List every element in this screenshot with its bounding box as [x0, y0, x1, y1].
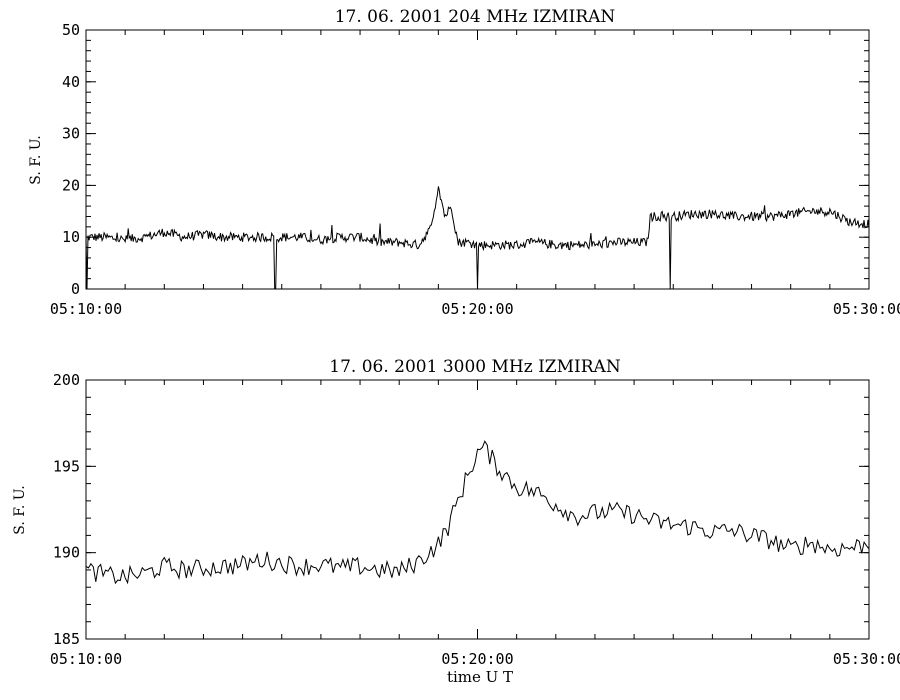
y-tick-label: 30 [62, 125, 80, 143]
y-tick-label: 20 [62, 176, 80, 194]
y-tick-label: 185 [53, 630, 80, 648]
axis-ticks [85, 379, 870, 640]
x-tick-label: 05:10:00 [50, 300, 122, 318]
chart-title: 17. 06. 2001 204 MHz IZMIRAN [335, 7, 616, 27]
y-tick-label: 200 [53, 371, 80, 389]
y-tick-label: 195 [53, 457, 80, 475]
y-tick-label: 10 [62, 228, 80, 246]
y-tick-label: 50 [62, 21, 80, 39]
x-tick-labels: 05:10:00 05:20:00 05:30:00 [50, 300, 900, 318]
chart-panel-204mhz: 17. 06. 2001 204 MHz IZMIRAN S. F. U. 0 1… [28, 7, 900, 318]
y-axis-label: S. F. U. [12, 485, 28, 534]
plot-frame [85, 29, 870, 290]
x-tick-label: 05:30:00 [833, 650, 900, 668]
axis-ticks [85, 29, 870, 290]
x-axis-label: time U T [447, 668, 513, 686]
y-tick-labels: 185 190 195 200 [53, 371, 80, 648]
y-tick-label: 40 [62, 73, 80, 91]
series-line-3000mhz [85, 440, 870, 585]
x-tick-label: 05:10:00 [50, 650, 122, 668]
y-tick-label: 0 [71, 280, 80, 298]
plot-frame [85, 379, 870, 640]
y-tick-label: 190 [53, 544, 80, 562]
y-tick-labels: 0 10 20 30 40 50 [62, 21, 80, 298]
x-tick-label: 05:20:00 [441, 300, 513, 318]
chart-title: 17. 06. 2001 3000 MHz IZMIRAN [329, 357, 621, 377]
x-tick-label: 05:30:00 [833, 300, 900, 318]
x-tick-label: 05:20:00 [441, 650, 513, 668]
chart-panel-3000mhz: 17. 06. 2001 3000 MHz IZMIRAN S. F. U. 1… [12, 357, 900, 686]
y-axis-label: S. F. U. [28, 135, 44, 184]
series-line-204mhz [85, 186, 870, 290]
x-tick-labels: 05:10:00 05:20:00 05:30:00 [50, 650, 900, 668]
